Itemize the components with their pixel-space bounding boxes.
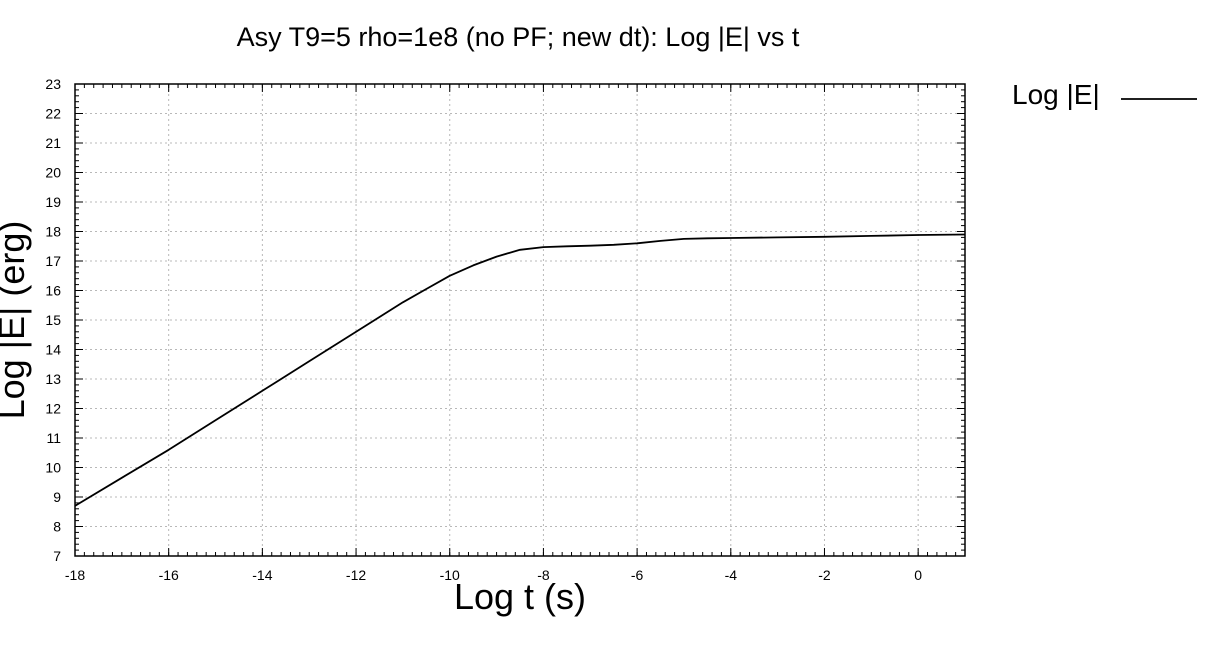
- y-tick-label: 12: [45, 401, 61, 417]
- y-axis-label: Log |E| (erg): [0, 221, 32, 420]
- plot-area-frame: [74, 83, 966, 557]
- y-tick-label: 11: [46, 430, 61, 446]
- x-tick-label: -4: [725, 567, 738, 583]
- y-tick-label: 10: [45, 460, 61, 476]
- legend-label-log-e: Log |E|: [1012, 79, 1100, 110]
- x-axis-label: Log t (s): [454, 576, 586, 617]
- legend: Log |E|: [1012, 79, 1197, 110]
- y-tick-labels: 7 8 9 10 11 12 13 14 15 16 17 18 19 20 21 22 23: [45, 76, 61, 564]
- y-tick-label: 23: [45, 76, 61, 92]
- y-tick-label: 16: [45, 283, 61, 299]
- x-tick-label: -2: [818, 567, 831, 583]
- x-tick-label: -8: [537, 567, 550, 583]
- x-tick-label: -14: [252, 567, 272, 583]
- x-tick-label: -10: [440, 567, 460, 583]
- y-tick-label: 21: [45, 135, 61, 151]
- x-tick-labels: -18 -16 -14 -12 -10 -8 -6 -4 -2 0: [65, 567, 922, 583]
- chart-title: Asy T9=5 rho=1e8 (no PF; new dt): Log |E…: [237, 22, 800, 52]
- x-tick-label: -18: [65, 567, 85, 583]
- y-tick-label: 8: [53, 519, 61, 535]
- y-tick-label: 15: [45, 312, 61, 328]
- y-tick-label: 19: [45, 194, 61, 210]
- x-tick-label: -12: [346, 567, 366, 583]
- y-tick-label: 14: [45, 342, 61, 358]
- grid: [75, 84, 965, 556]
- x-tick-label: -6: [631, 567, 644, 583]
- x-tick-label: -16: [159, 567, 179, 583]
- y-tick-label: 13: [45, 371, 61, 387]
- series-line-log-e: [74, 233, 966, 507]
- y-tick-label: 7: [53, 548, 61, 564]
- y-tick-label: 9: [53, 489, 61, 505]
- y-tick-label: 17: [45, 253, 61, 269]
- y-tick-label: 20: [45, 165, 61, 181]
- y-tick-label: 18: [45, 224, 61, 240]
- x-tick-label: 0: [914, 567, 922, 583]
- y-tick-label: 22: [45, 106, 61, 122]
